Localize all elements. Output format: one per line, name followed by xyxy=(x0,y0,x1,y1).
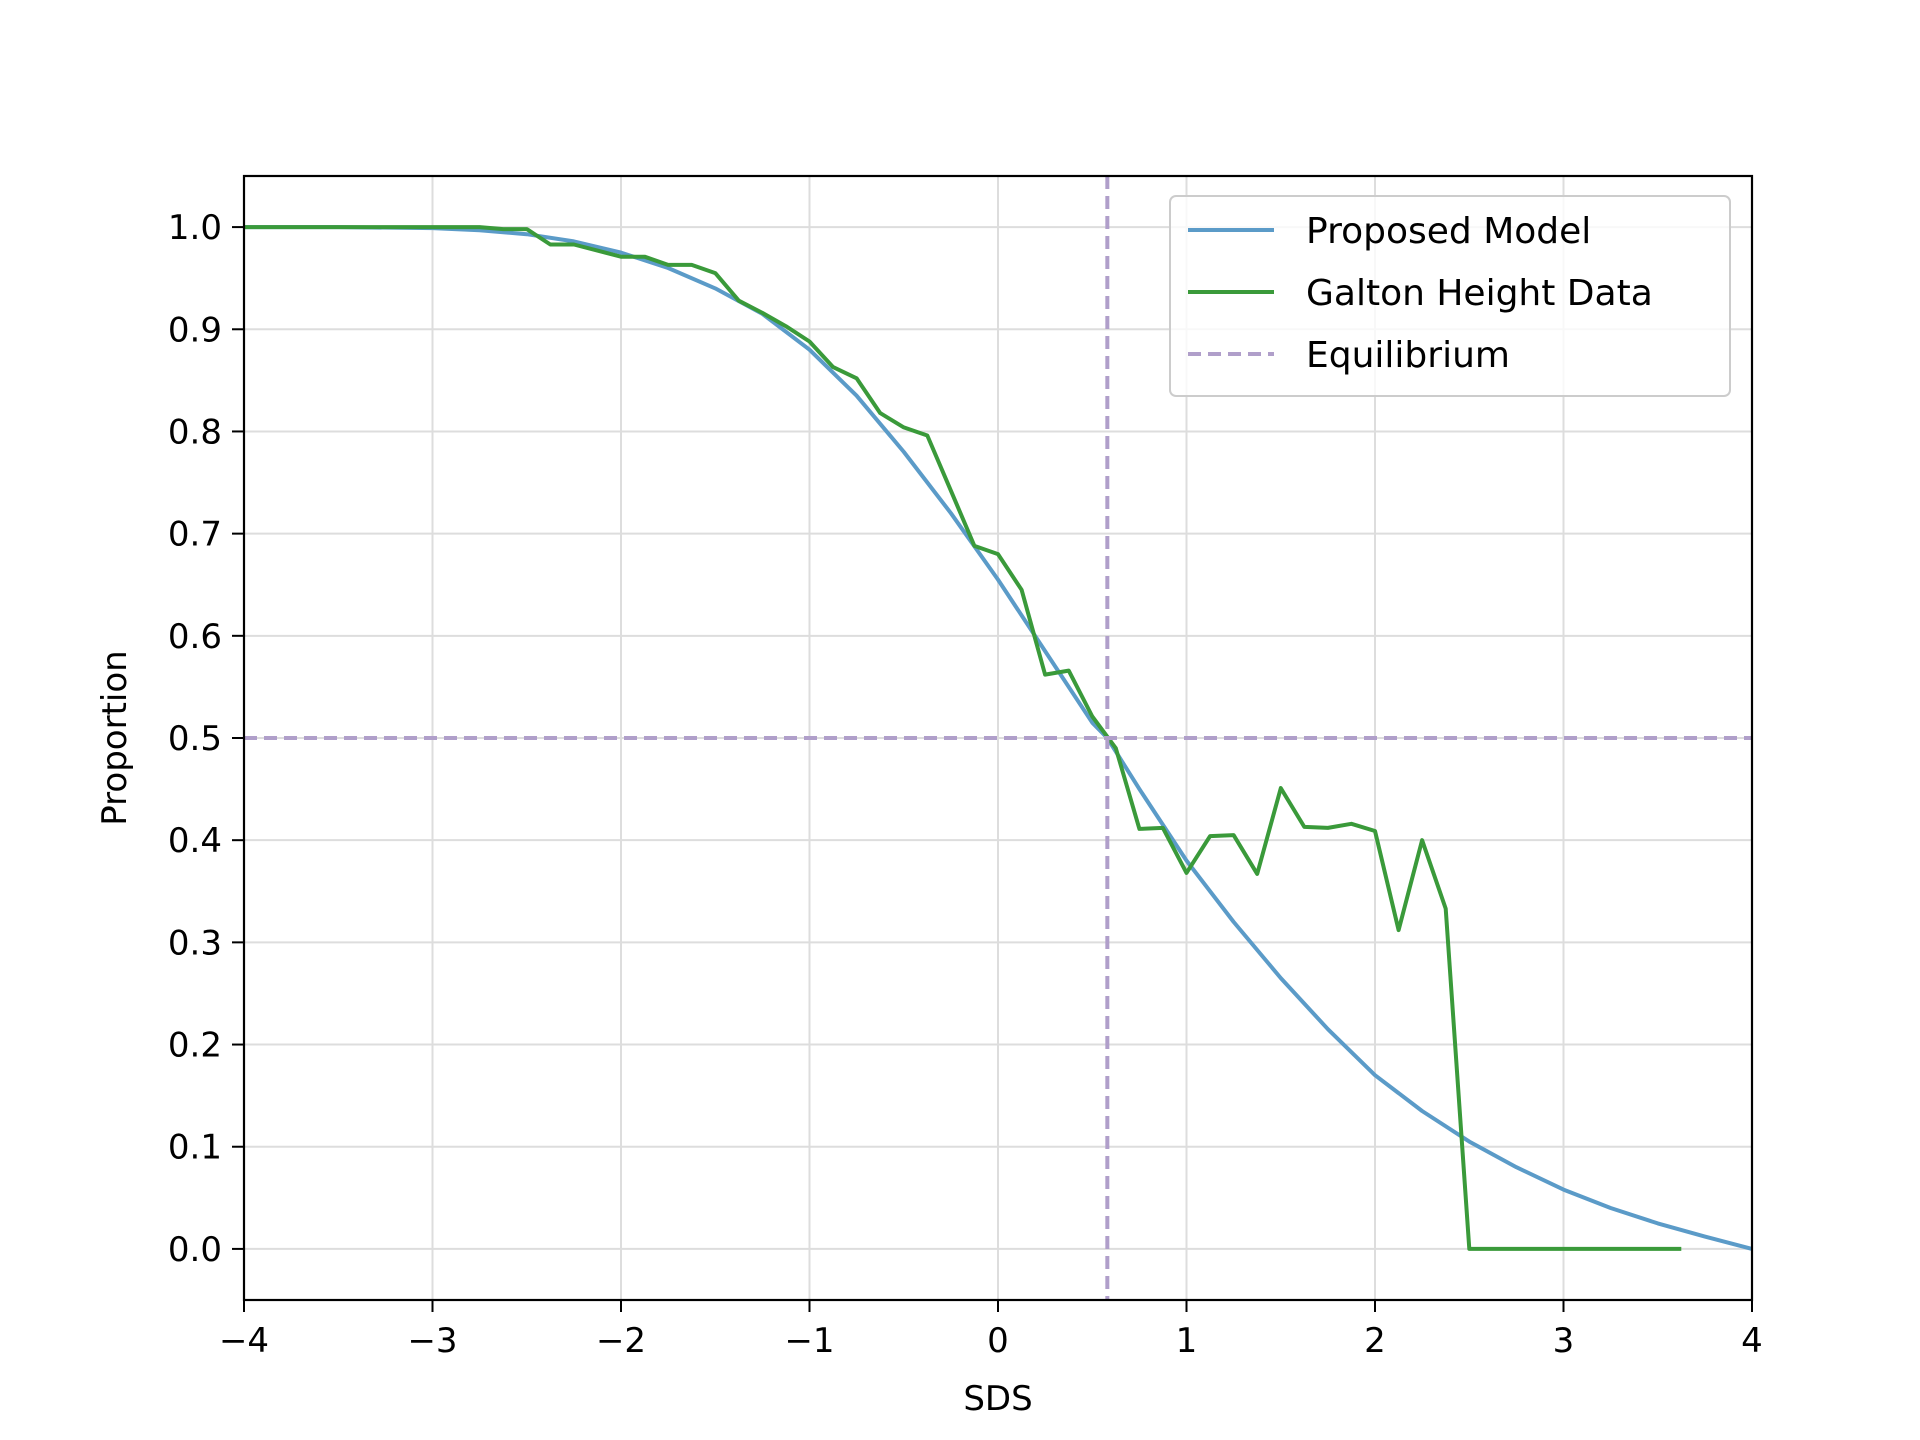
y-axis-label: Proportion xyxy=(95,650,135,825)
y-tick-label: 0.3 xyxy=(168,923,222,963)
legend-box xyxy=(1169,195,1731,397)
x-tick-label: 0 xyxy=(987,1321,1009,1361)
y-tick-label: 0.4 xyxy=(168,821,222,861)
x-axis-label: SDS xyxy=(963,1379,1032,1419)
y-tick-label: 0.1 xyxy=(168,1128,222,1168)
x-tick-label: −2 xyxy=(596,1321,646,1361)
y-tick-label: 0.8 xyxy=(168,412,222,452)
legend-label-proposed-model: Proposed Model xyxy=(1306,211,1591,252)
y-tick-label: 0.9 xyxy=(168,310,222,350)
x-tick-label: 1 xyxy=(1176,1321,1198,1361)
legend: Proposed Model Galton Height Data Equili… xyxy=(1169,195,1731,397)
x-tick-label: 4 xyxy=(1741,1321,1763,1361)
series-layer xyxy=(244,176,1753,1300)
legend-label-equilibrium: Equilibrium xyxy=(1306,335,1510,376)
x-tick-label: −3 xyxy=(407,1321,457,1361)
axis-ticks: −4 −3 −2 −1 0 1 2 3 4 0.0 0.1 0.2 0.3 0.4 0.5 0.6 0.7 0.8… xyxy=(168,208,1763,1361)
y-tick-label: 0.2 xyxy=(168,1026,222,1066)
x-tick-label: −4 xyxy=(219,1321,269,1361)
galton-height-data-line xyxy=(244,225,1682,1251)
y-tick-label: 0.6 xyxy=(168,617,222,657)
x-tick-label: −1 xyxy=(784,1321,834,1361)
x-tick-label: 3 xyxy=(1553,1321,1575,1361)
proposed-model-line xyxy=(244,225,1753,1251)
x-tick-label: 2 xyxy=(1364,1321,1386,1361)
legend-label-galton-height-data: Galton Height Data xyxy=(1306,273,1653,314)
y-tick-label: 1.0 xyxy=(168,208,222,248)
y-tick-label: 0.7 xyxy=(168,515,222,555)
y-tick-label: 0.0 xyxy=(168,1230,222,1270)
y-tick-label: 0.5 xyxy=(168,719,222,759)
